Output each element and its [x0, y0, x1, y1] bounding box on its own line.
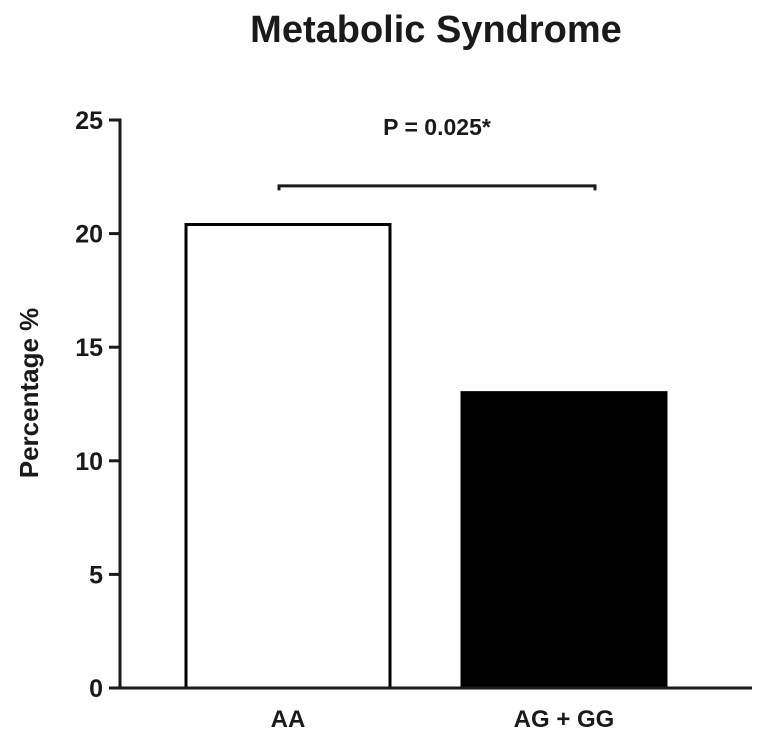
y-axis: 0 5 10 15 20 25 [75, 107, 122, 703]
chart-title: Metabolic Syndrome [250, 9, 622, 51]
y-tick-label: 25 [75, 107, 103, 135]
y-tick-label: 10 [75, 448, 103, 476]
x-axis: AA AG + GG [118, 686, 752, 733]
y-tick-label: 20 [75, 221, 103, 249]
significance-bracket-line [277, 184, 597, 191]
bar-aa [184, 223, 392, 690]
x-category-label: AG + GG [514, 706, 615, 733]
y-tick-label: 15 [75, 334, 103, 362]
y-tick-label: 0 [89, 675, 103, 703]
y-tick-label: 5 [89, 561, 103, 589]
y-axis-label: Percentage % [14, 308, 44, 479]
bar-ag-gg [460, 391, 668, 690]
x-category-label: AA [271, 706, 306, 733]
significance-bracket: P = 0.025* [277, 114, 597, 191]
p-value-label: P = 0.025* [383, 114, 491, 140]
bars-group [184, 223, 668, 690]
